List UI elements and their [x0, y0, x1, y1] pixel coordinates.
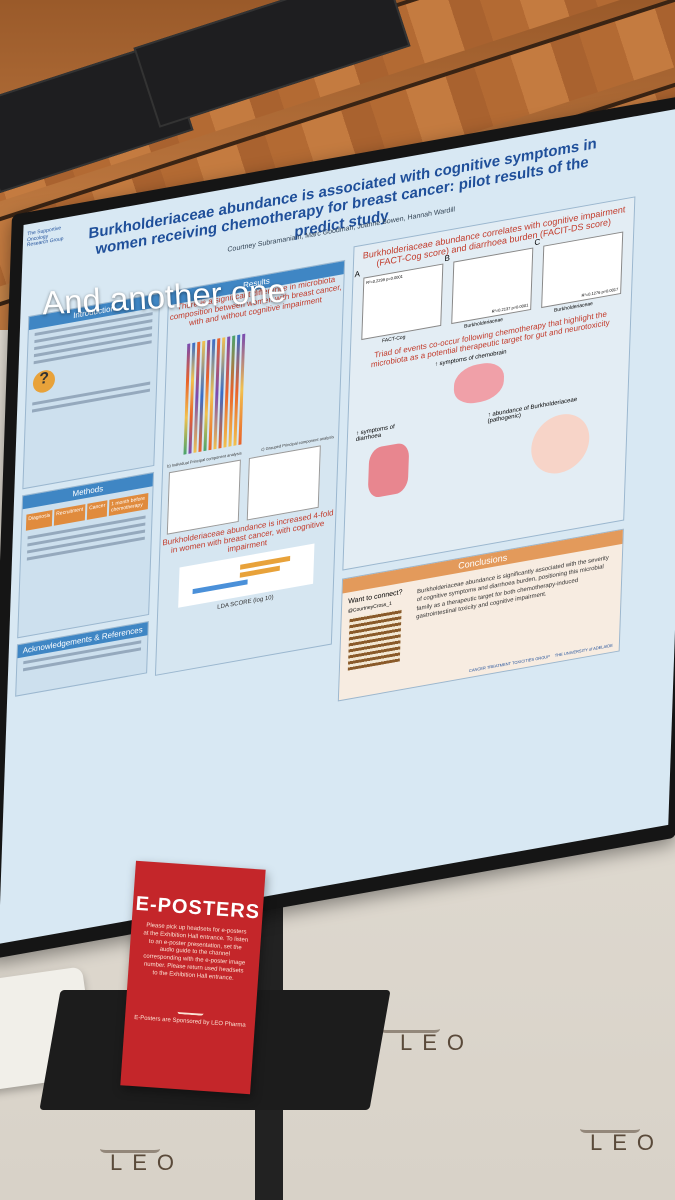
- lion-logo-icon: [380, 990, 440, 1033]
- lion-logo-icon: [580, 1090, 640, 1133]
- panel-letter: C: [534, 236, 541, 248]
- scatter-plot-c: C R²=0.1276 p=0.0017 Burkholderiaceae: [534, 231, 624, 314]
- display-monitor: The Supportive Oncology Research Group B…: [0, 92, 675, 961]
- brain-icon: [453, 360, 505, 408]
- correlation-panel: Burkholderiaceae abundance correlates wi…: [342, 196, 636, 571]
- methods-panel: Methods Diagnosis Recruitment Cancer 1 m…: [17, 471, 155, 639]
- qr-code[interactable]: [347, 609, 402, 671]
- methods-step: Diagnosis: [25, 510, 53, 531]
- scatter-plot-b: B R²=0.2137 p=0.0001 Burkholderiaceae: [444, 247, 534, 330]
- panel-xlabel: Burkholderiaceae: [553, 300, 593, 314]
- triad-label-gut: ↑ symptoms of diarrhoea: [355, 424, 395, 444]
- footer-logo-cttg: CANCER TREATMENT TOXICITIES GROUP: [468, 653, 551, 674]
- panel-stat: R²=0.2137 p=0.0001: [491, 302, 529, 314]
- sign-title: E-POSTERS: [134, 892, 261, 924]
- pca-plot: [166, 459, 241, 536]
- e-posters-sign: E-POSTERS Please pick up headsets for e-…: [120, 860, 266, 1095]
- question-icon: ?: [32, 368, 56, 395]
- lion-logo-icon: [177, 989, 206, 1016]
- panel-letter: A: [354, 269, 361, 280]
- pca-plot: [246, 445, 321, 521]
- methods-step: Cancer: [86, 500, 108, 520]
- bacteria-icon: [530, 409, 591, 479]
- wall-brand-text: LEO: [400, 1030, 475, 1055]
- panel-stat: R²=0.1276 p=0.0017: [581, 286, 619, 298]
- panel-letter: B: [444, 253, 451, 264]
- panel-xlabel: Burkholderiaceae: [463, 316, 504, 330]
- panel-stat: R²=0.2299 p=0.0001: [366, 273, 404, 285]
- footer-logo-adelaide: THE UNIVERSITY of ADELAIDE: [554, 642, 613, 658]
- sign-body: Please pick up headsets for e-posters at…: [143, 922, 249, 982]
- results-panel: Results There is a significant differenc…: [154, 259, 346, 676]
- poster-screen: The Supportive Oncology Research Group B…: [0, 106, 675, 944]
- intestine-icon: [367, 441, 410, 500]
- methods-step: Recruitment: [53, 504, 86, 526]
- lion-logo-icon: [100, 1110, 160, 1153]
- stacked-bar-chart: [183, 310, 322, 456]
- wall-brand-text: LEO: [590, 1130, 665, 1155]
- group-logo: The Supportive Oncology Research Group: [26, 225, 64, 249]
- sign-sponsor: E-Posters are Sponsored by LEO Pharma: [133, 1014, 246, 1029]
- scatter-plot-a: A R²=0.2299 p=0.0001 FACT-Cog: [354, 263, 444, 344]
- panel-xlabel: FACT-Cog: [381, 333, 406, 345]
- methods-step: 1 month before chemotherapy: [108, 492, 149, 516]
- wall-brand-text: LEO: [110, 1150, 185, 1175]
